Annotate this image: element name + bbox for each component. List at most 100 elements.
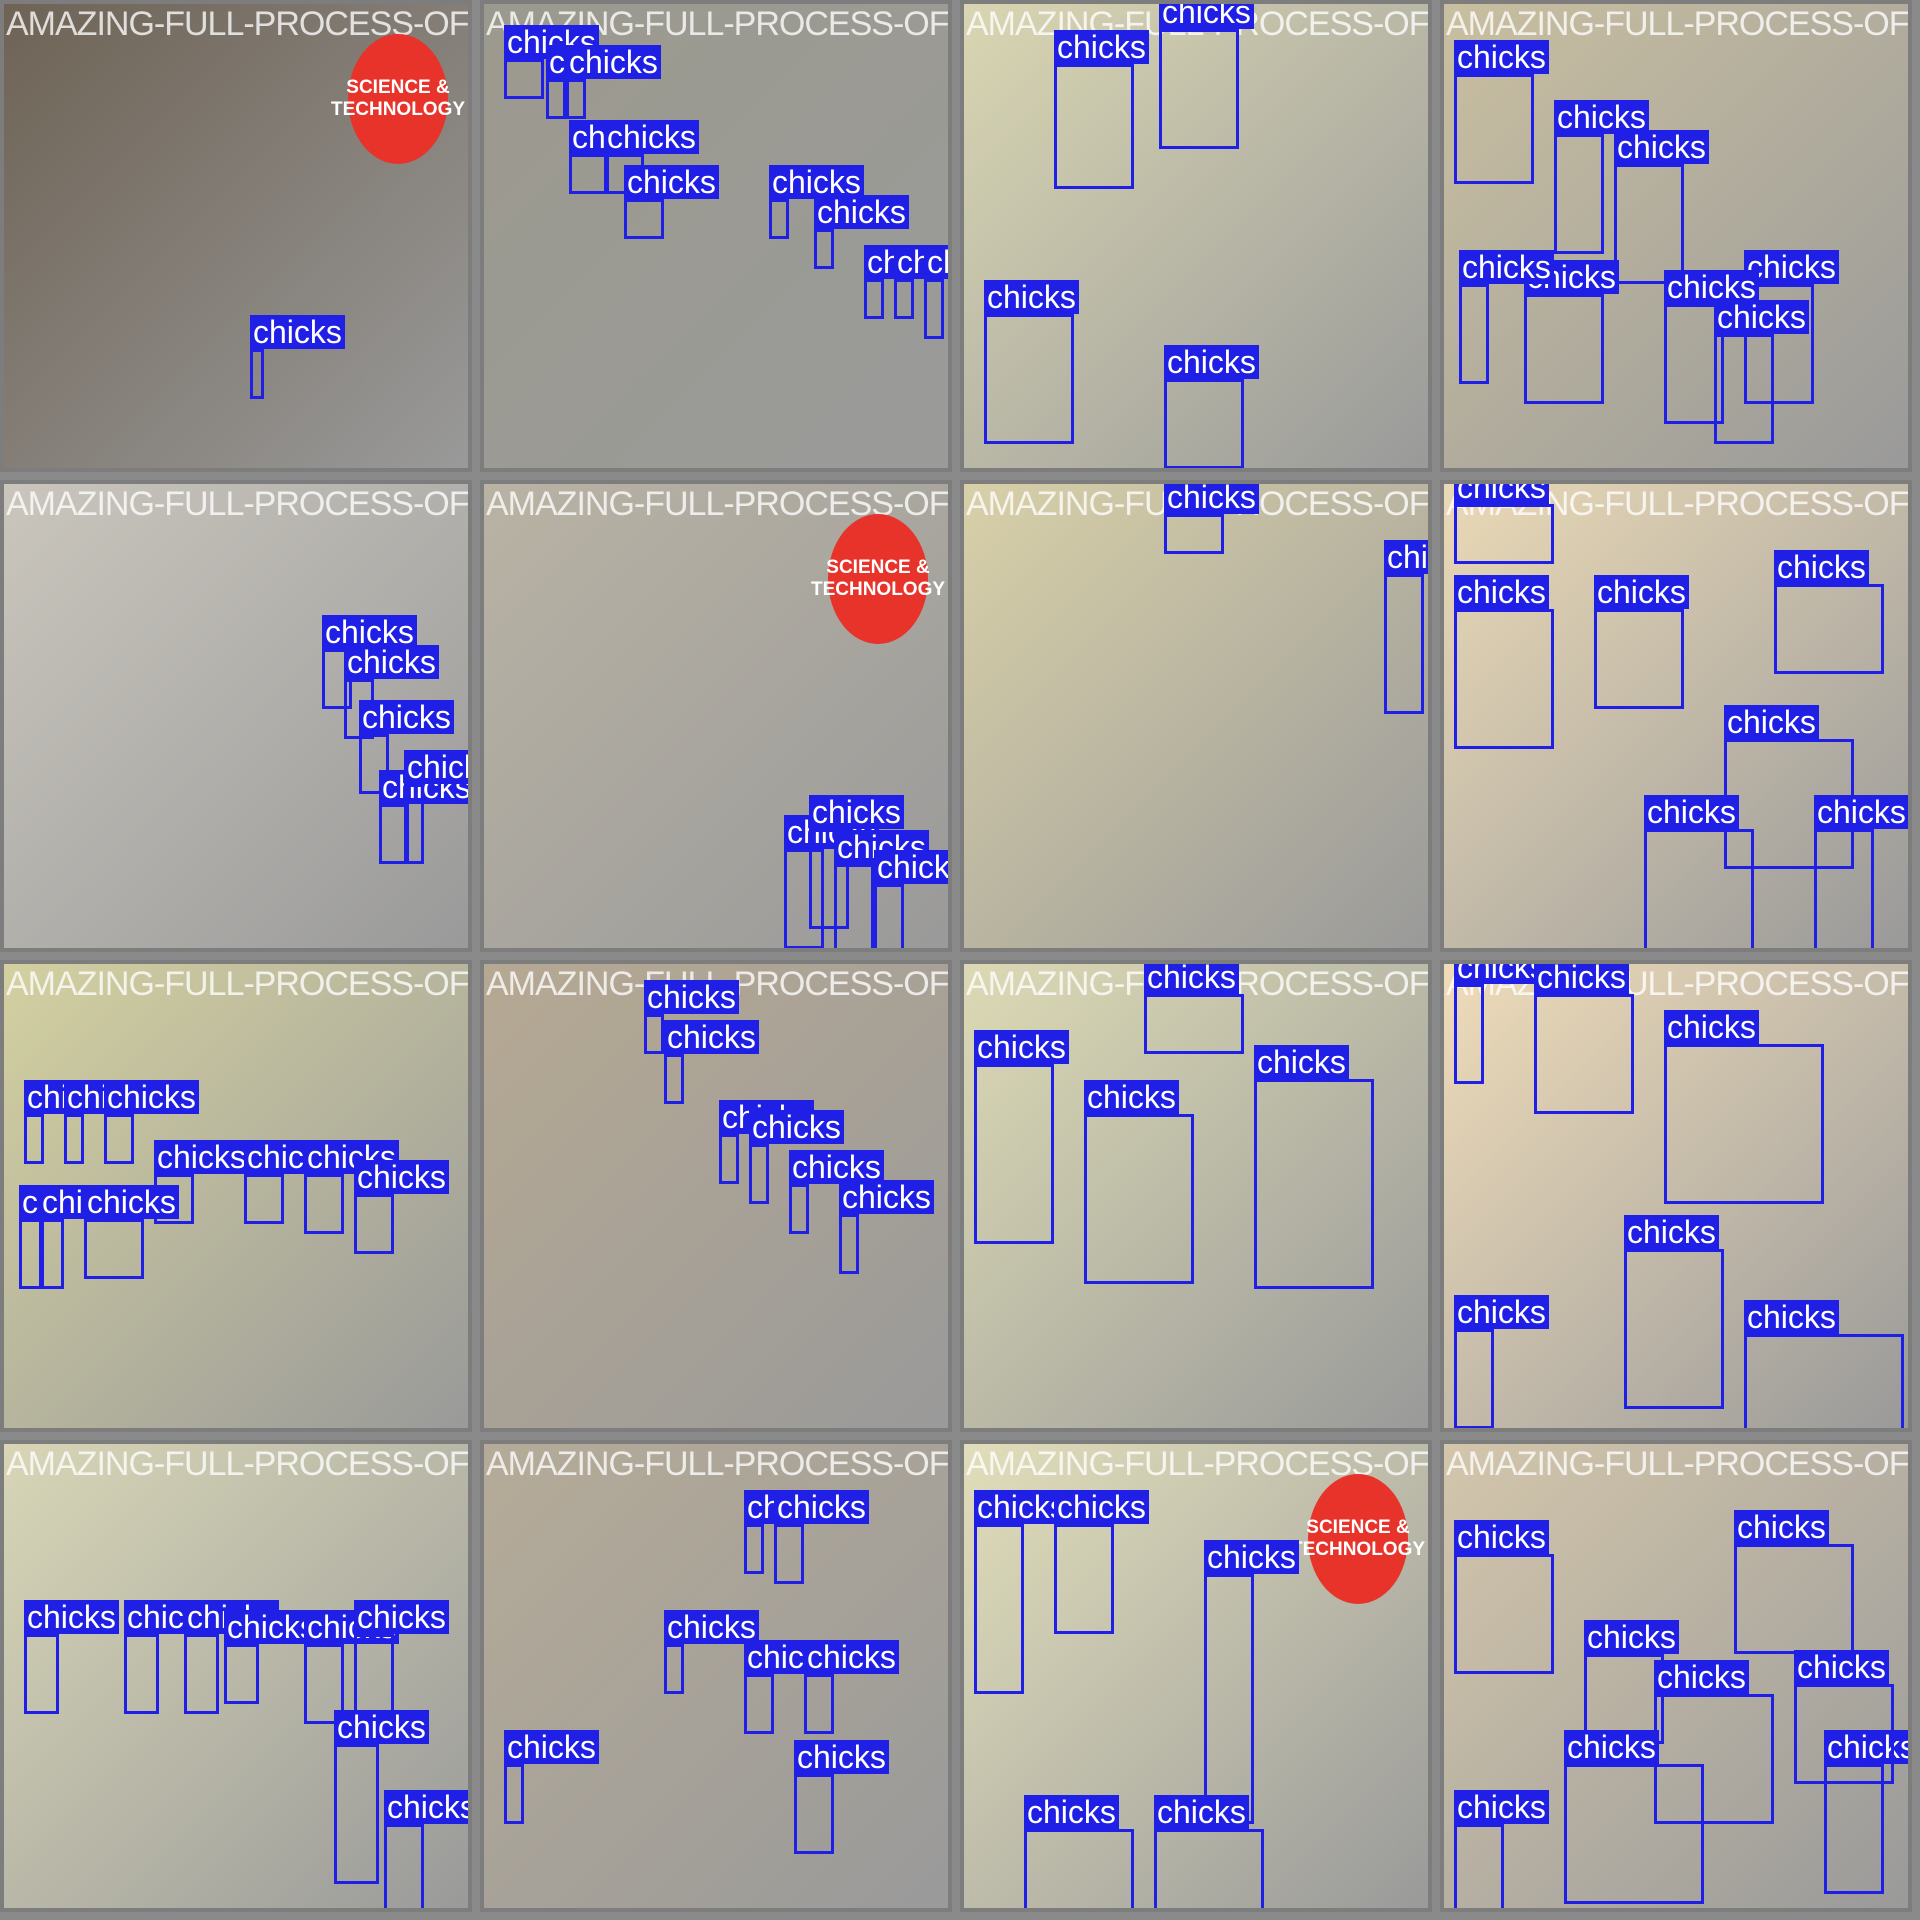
detection-box <box>1734 1544 1854 1654</box>
detection-box <box>250 349 264 399</box>
detection-label: chicks <box>1144 964 1239 994</box>
detection-box <box>1084 1114 1194 1284</box>
detection-box <box>104 1114 134 1164</box>
detection-box <box>1744 284 1814 404</box>
detection-label: chicks <box>1204 1540 1299 1574</box>
detection-box <box>1624 1249 1724 1409</box>
detection-label: chicks <box>354 1160 449 1194</box>
mosaic-tile: AMAZING-FULL-PROCESS-OF-MODERN-HIGH-TECH… <box>480 0 952 472</box>
detection-box <box>19 1219 44 1289</box>
detection-box <box>384 1824 424 1908</box>
detection-box <box>354 1634 394 1714</box>
detection-label: chicks <box>1384 540 1428 574</box>
detection-box <box>834 864 874 948</box>
detection-box <box>1714 334 1774 444</box>
detection-label: chicks <box>769 165 864 199</box>
detection-box <box>1814 829 1874 948</box>
detection-box <box>894 279 914 319</box>
detection-box <box>749 1144 769 1204</box>
detection-label: chicks <box>1584 1620 1679 1654</box>
detection-label: chicks <box>1724 705 1819 739</box>
detection-label: chicks <box>1554 100 1649 134</box>
science-technology-logo: SCIENCE & TECHNOLOGY <box>1291 1474 1425 1604</box>
detection-label: chicks <box>322 615 417 649</box>
tile-title: AMAZING-FULL-PROCESS-OF-MODERN-HIGH-TECH <box>1446 5 1909 43</box>
detection-box <box>24 1634 59 1714</box>
detection-label: chicks <box>1164 345 1259 379</box>
detection-label: chicks <box>1054 30 1149 64</box>
detection-label: chicks <box>1734 1510 1829 1544</box>
detection-box <box>1454 984 1484 1084</box>
detection-label: chicks <box>874 850 948 884</box>
detection-box <box>566 79 586 119</box>
detection-box <box>814 229 834 269</box>
detection-label: chicks <box>1164 484 1259 514</box>
detection-box <box>789 1184 809 1234</box>
detection-label: chicks <box>1614 130 1709 164</box>
detection-box <box>664 1054 684 1104</box>
detection-label: chicks <box>1794 1650 1889 1684</box>
mosaic-tile: AMAZING-FULL-PROCESS-OF-MODERN-HIGH-TECH… <box>480 480 952 952</box>
tile-title: AMAZING-FULL-PROCESS-OF-MODERN-HIGH-TECH <box>486 1445 949 1483</box>
detection-box <box>504 59 544 99</box>
detection-box <box>224 1644 259 1704</box>
detection-label: chicks <box>604 120 699 154</box>
detection-label: chicks <box>1564 1730 1659 1764</box>
detection-box <box>1454 504 1554 564</box>
detection-label: chicks <box>834 830 929 864</box>
mosaic-tile: AMAZING-FULL-PROCESS-OF-MODERN-HIGH-TECH… <box>0 960 472 1432</box>
detection-box <box>304 1174 344 1234</box>
detection-label: chicks <box>1254 1045 1349 1079</box>
detection-box <box>984 314 1074 444</box>
detection-box <box>1664 1044 1824 1204</box>
detection-label: chicks <box>1774 550 1869 584</box>
detection-box <box>124 1634 159 1714</box>
mosaic-tile: AMAZING-FULL-PROCESS-OF-MODERN-HIGH-TECH… <box>480 1440 952 1912</box>
detection-label: chicks <box>154 1140 249 1174</box>
detection-label: chicks <box>814 195 909 229</box>
detection-box <box>1794 1684 1894 1784</box>
detection-label: chicks <box>974 1490 1069 1524</box>
mosaic-tile: AMAZING-FULL-PROCESS-OF-MODERN-HIGH-TECH… <box>480 960 952 1432</box>
detection-label: chicks <box>1644 795 1739 829</box>
detection-label: chicks <box>1654 1660 1749 1694</box>
detection-box <box>1454 1554 1554 1674</box>
detection-box <box>1254 1079 1374 1289</box>
detection-box <box>1164 514 1224 554</box>
detection-label: chicks <box>1454 1790 1549 1824</box>
science-technology-logo: SCIENCE & TECHNOLOGY <box>331 34 465 164</box>
tile-title: AMAZING-FULL-PROCESS-OF-MODERN-HIGH-TECH <box>6 1445 469 1483</box>
detection-box <box>794 1774 834 1854</box>
detection-box <box>1644 829 1754 948</box>
detection-label: chicks <box>104 1080 199 1114</box>
detection-label: chicks <box>1454 575 1549 609</box>
detection-label: chicks <box>224 1610 319 1644</box>
detection-box <box>809 829 849 929</box>
detection-box <box>839 1214 859 1274</box>
detection-box <box>1664 304 1724 424</box>
detection-label: chicks <box>1454 1520 1549 1554</box>
detection-box <box>1564 1764 1704 1904</box>
detection-box <box>304 1644 344 1724</box>
detection-box <box>1164 379 1244 468</box>
detection-label: chicks <box>404 750 468 784</box>
detection-box <box>334 1744 379 1884</box>
detection-label: chicks <box>924 245 948 279</box>
mosaic-tile: AMAZING-FULL-PROCESS-OF-MODERN-HIGH-TECH… <box>0 0 472 472</box>
detection-box <box>774 1524 804 1584</box>
detection-label: chicks <box>1744 250 1839 284</box>
detection-box <box>1459 284 1489 384</box>
detection-label: chicks <box>354 1600 449 1634</box>
detection-box <box>1614 164 1684 284</box>
detection-box <box>1159 29 1239 149</box>
detection-box <box>1774 584 1884 674</box>
detection-label: chicks <box>384 1790 468 1824</box>
detection-box <box>546 79 566 119</box>
detection-label: chicks <box>504 1730 599 1764</box>
detection-box <box>84 1219 144 1279</box>
mosaic-tile: AMAZING-FULL-PROCESS-OF-MODERN-HIGH-TECH… <box>0 1440 472 1912</box>
detection-label: chicks <box>839 1180 934 1214</box>
detection-box <box>1554 134 1604 254</box>
detection-label: chicks <box>664 1610 759 1644</box>
detection-box <box>569 154 609 194</box>
